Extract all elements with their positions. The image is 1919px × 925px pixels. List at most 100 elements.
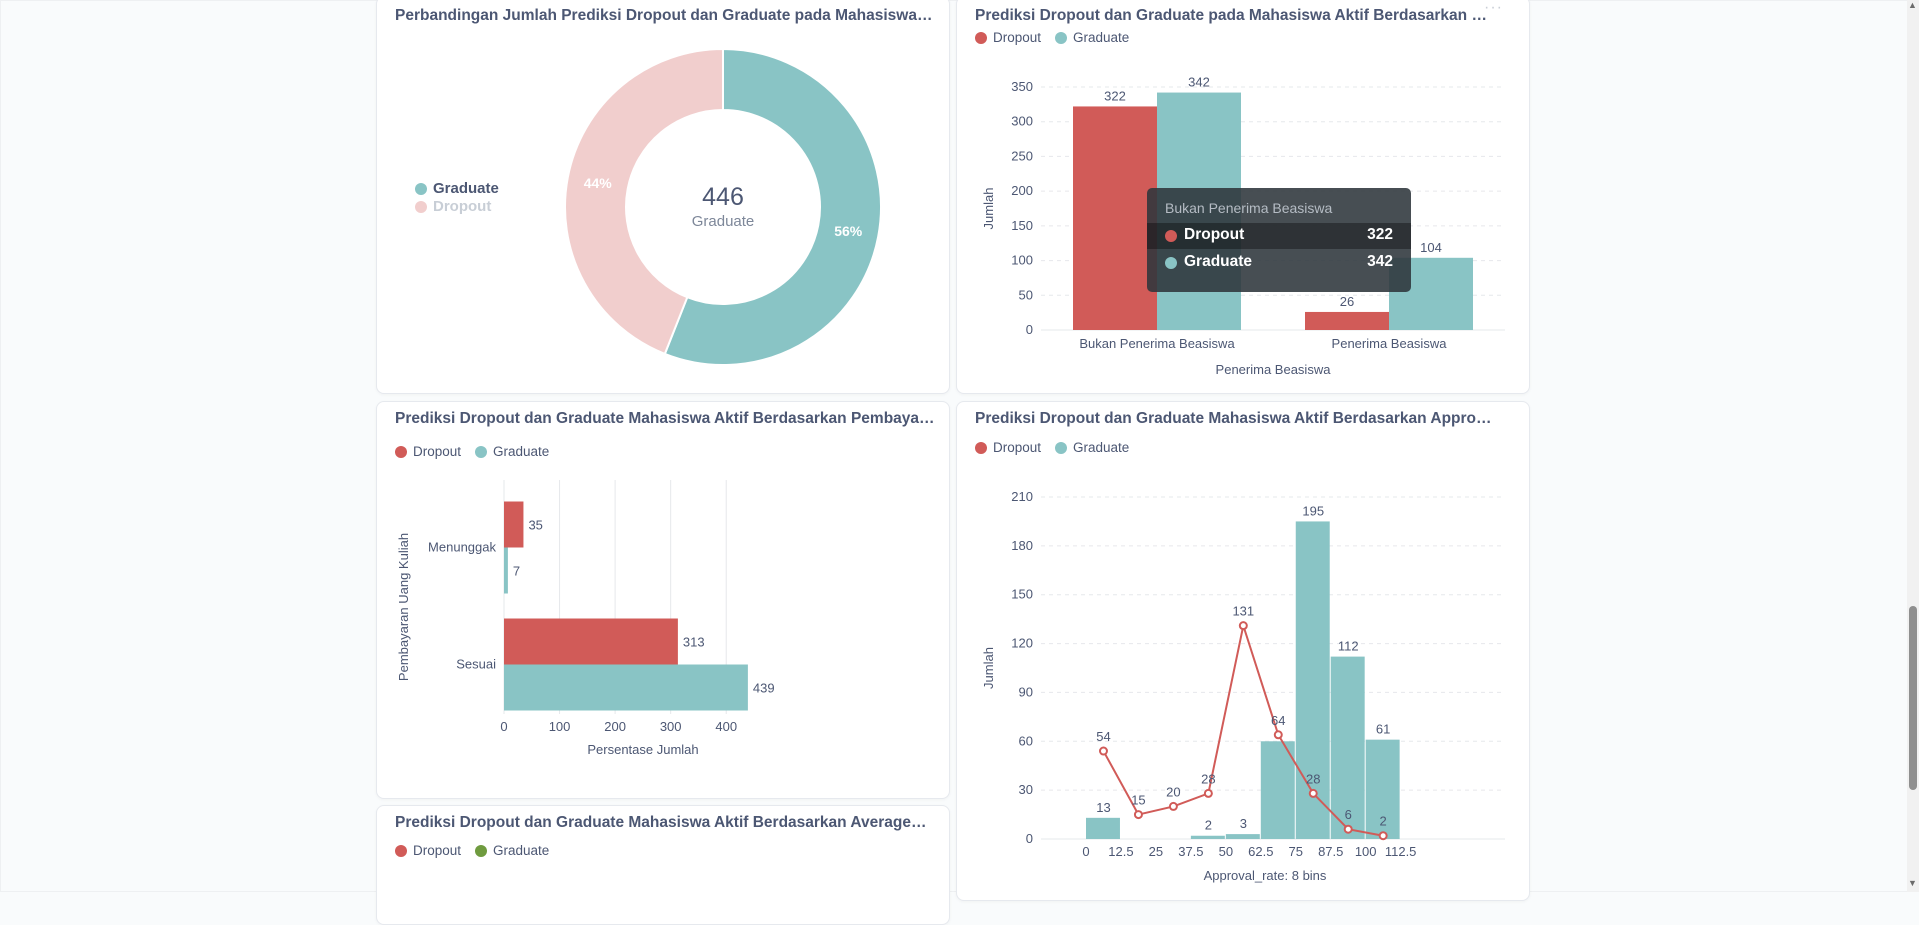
legend-item-graduate[interactable]: Graduate: [1055, 30, 1129, 45]
line-point-dropout: [1273, 730, 1283, 740]
y-tick-label: 180: [1011, 538, 1033, 553]
bar-dropout: [504, 501, 524, 548]
legend-label-dropout: Dropout: [993, 440, 1042, 455]
tooltip-value-dropout: 322: [1367, 226, 1393, 243]
bar-value-label: 13: [1096, 800, 1110, 815]
donut-slices: 56% 44%: [564, 47, 882, 366]
page-scrollbar[interactable]: ▲ ▼: [1907, 0, 1919, 892]
legend-item-graduate[interactable]: Graduate: [475, 444, 549, 459]
y-tick-label: 120: [1011, 636, 1033, 651]
donut-legend: Graduate Dropout: [415, 180, 499, 215]
y-axis-title: Jumlah: [981, 647, 996, 689]
legend-item-dropout[interactable]: Dropout: [975, 30, 1041, 45]
legend-item-dropout[interactable]: Dropout: [395, 444, 461, 459]
pembayaran-card[interactable]: Prediksi Dropout dan Graduate Mahasiswa …: [376, 401, 950, 799]
x-tick-label: 62.5: [1248, 844, 1273, 859]
histogram-bar-graduate: [1260, 741, 1295, 839]
average-card-title[interactable]: Prediksi Dropout dan Graduate Mahasiswa …: [395, 814, 935, 831]
legend-dot-graduate: [475, 844, 488, 857]
x-tick-label: 300: [660, 719, 682, 734]
legend-item-graduate[interactable]: Graduate: [1055, 440, 1129, 455]
average-legend: Dropout Graduate: [395, 843, 549, 858]
line-value-label: 2: [1380, 814, 1387, 829]
line-point-dropout: [1308, 788, 1318, 798]
bar-value-label: 112: [1338, 639, 1359, 654]
histogram-bar-graduate: [1365, 739, 1400, 839]
x-tick-label: 75: [1289, 844, 1303, 859]
bar-dropout: [1073, 106, 1157, 330]
line-value-label: 6: [1345, 807, 1352, 822]
histogram-bar-graduate: [1295, 521, 1330, 839]
legend-label-graduate: Graduate: [433, 180, 499, 197]
approval-card[interactable]: Prediksi Dropout dan Graduate Mahasiswa …: [956, 401, 1530, 901]
bar-value-label: 2: [1205, 818, 1212, 833]
bar-graduate: [504, 547, 508, 594]
x-tick-label: 87.5: [1318, 844, 1343, 859]
legend-dot-dropout: [415, 200, 427, 213]
donut-slice-label: 56%: [834, 223, 863, 239]
tooltip-label-dropout: Dropout: [1184, 226, 1245, 243]
legend-label-graduate: Graduate: [1073, 440, 1130, 455]
x-tick-label: 50: [1219, 844, 1233, 859]
x-tick-label: 100: [1355, 844, 1377, 859]
tooltip-value-graduate: 342: [1367, 253, 1393, 270]
donut-slice-graduate: [663, 47, 882, 366]
line-value-label: 15: [1131, 793, 1145, 808]
y-tick-label: 0: [1026, 322, 1033, 337]
histogram-bar-graduate: [1190, 835, 1225, 839]
legend-item-graduate[interactable]: Graduate: [475, 843, 549, 858]
legend-dot-graduate: [415, 182, 427, 195]
x-tick-label: 12.5: [1108, 844, 1133, 859]
legend-label-graduate: Graduate: [1073, 30, 1130, 45]
legend-dot-graduate: [1055, 31, 1068, 44]
scroll-down-arrow-icon[interactable]: ▼: [1908, 878, 1917, 888]
x-axis-title: Persentase Jumlah: [587, 742, 698, 757]
y-tick-label: 30: [1019, 782, 1033, 797]
y-tick-label: 60: [1019, 733, 1033, 748]
bar-value-label: 322: [1104, 88, 1126, 103]
bar-value-label: 313: [683, 635, 705, 650]
x-tick-label: Bukan Penerima Beasiswa: [1079, 336, 1235, 351]
legend-label-dropout: Dropout: [993, 30, 1042, 45]
y-tick-label: 90: [1019, 684, 1033, 699]
line-point-dropout: [1133, 810, 1143, 820]
line-point-dropout: [1168, 801, 1178, 811]
line-value-label: 28: [1201, 771, 1215, 786]
legend-item-graduate[interactable]: Graduate: [415, 180, 499, 197]
line-point-dropout: [1378, 831, 1388, 841]
x-tick-label: 37.5: [1178, 844, 1203, 859]
pembayaran-bar-chart: 0 100 200 300 400 35 7 Menunggak 313 439 Sesuai Per…: [396, 480, 775, 757]
card-menu-icon[interactable]: ···: [1484, 0, 1503, 16]
line-value-label: 131: [1232, 604, 1254, 619]
donut-card[interactable]: Perbandingan Jumlah Prediksi Dropout dan…: [376, 0, 950, 394]
line-point-dropout: [1098, 746, 1108, 756]
bar-value-label: 61: [1376, 722, 1390, 737]
bar-value-label: 104: [1420, 240, 1442, 255]
legend-label-graduate: Graduate: [493, 444, 550, 459]
scroll-up-arrow-icon[interactable]: ▲: [1908, 0, 1917, 10]
line-point-dropout: [1343, 824, 1353, 834]
y-tick-label: 250: [1011, 148, 1033, 163]
approval-legend: Dropout Graduate: [975, 440, 1129, 455]
line-value-label: 54: [1096, 729, 1110, 744]
y-tick-label: 50: [1019, 287, 1033, 302]
legend-item-dropout[interactable]: Dropout: [975, 440, 1041, 455]
legend-label-dropout: Dropout: [413, 843, 462, 858]
donut-center-value: 446: [702, 183, 744, 211]
scrollbar-thumb[interactable]: [1909, 606, 1917, 790]
line-value-label: 28: [1306, 771, 1320, 786]
tooltip-title: Bukan Penerima Beasiswa: [1165, 200, 1333, 216]
x-tick-label: Penerima Beasiswa: [1332, 336, 1448, 351]
legend-dot-dropout: [975, 31, 987, 44]
bar-value-label: 26: [1340, 294, 1354, 309]
bar-graduate: [504, 664, 748, 711]
x-tick-label: 112.5: [1385, 844, 1417, 859]
average-card[interactable]: Prediksi Dropout dan Graduate Mahasiswa …: [376, 805, 950, 925]
bar-value-label: 439: [753, 681, 775, 696]
legend-item-dropout[interactable]: Dropout: [395, 843, 461, 858]
line-value-label: 20: [1166, 784, 1180, 799]
donut-slice-dropout: [564, 47, 724, 356]
y-tick-label: 200: [1011, 183, 1033, 198]
legend-item-dropout[interactable]: Dropout: [415, 198, 499, 215]
